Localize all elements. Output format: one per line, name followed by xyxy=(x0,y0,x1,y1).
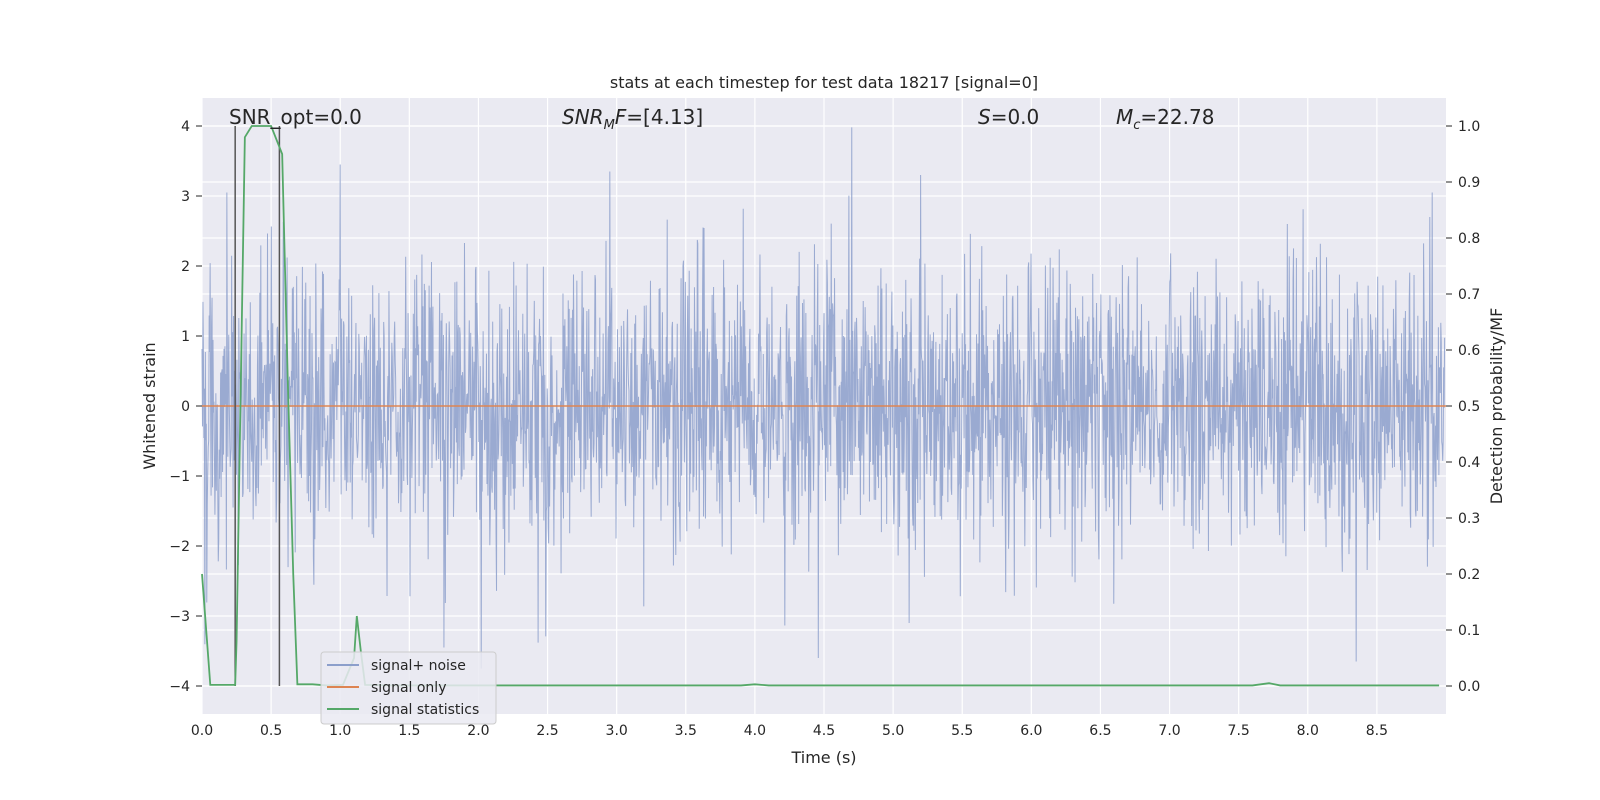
y-tick-label: −3 xyxy=(169,609,190,625)
annotation-s: S=0.0 xyxy=(978,105,1039,129)
legend-label-signal-noise: signal+ noise xyxy=(371,658,466,674)
x-tick-label: 0.0 xyxy=(191,723,213,739)
x-tick-label: 5.0 xyxy=(882,723,904,739)
x-tick-label: 0.5 xyxy=(260,723,282,739)
right-y-tick-label: 0.8 xyxy=(1458,231,1480,247)
mc-sub: c xyxy=(1133,118,1140,133)
right-y-tick-label: 0.6 xyxy=(1458,343,1480,359)
legend-label-signal-only: signal only xyxy=(371,680,446,696)
annotation-snr-mf: SNRMF=[4.13] xyxy=(562,105,703,133)
y-tick-label: 1 xyxy=(181,329,190,345)
x-tick-label: 1.5 xyxy=(398,723,420,739)
x-tick-label: 8.5 xyxy=(1366,723,1388,739)
y-tick-label: 3 xyxy=(181,189,190,205)
right-y-tick-label: 1.0 xyxy=(1458,119,1480,135)
chart: 0.0 0.5 1.0 1.5 2.0 2.5 3.0 3.5 4.0 4.5 5.0 5.5 6.0 6… xyxy=(0,0,1600,800)
right-y-tick-label: 0.5 xyxy=(1458,399,1480,415)
right-y-tick-label: 0.3 xyxy=(1458,511,1480,527)
right-y-tick-label: 0.4 xyxy=(1458,455,1480,471)
snr-mf-rest-italic: F xyxy=(615,105,627,129)
x-tick-label: 6.5 xyxy=(1089,723,1111,739)
legend-label-signal-statistics: signal statistics xyxy=(371,702,479,718)
right-y-tick-label: 0.1 xyxy=(1458,623,1480,639)
snr-mf-value: =[4.13] xyxy=(626,105,703,129)
x-tick-label: 4.5 xyxy=(813,723,835,739)
x-tick-label: 2.0 xyxy=(467,723,489,739)
right-y-tick-label: 0.7 xyxy=(1458,287,1480,303)
x-tick-label: 5.5 xyxy=(951,723,973,739)
s-label: S xyxy=(978,105,991,129)
x-tick-label: 8.0 xyxy=(1297,723,1319,739)
legend: signal+ noise signal only signal statist… xyxy=(321,652,496,724)
y-tick-label: 4 xyxy=(181,119,190,135)
mc-value: =22.78 xyxy=(1140,105,1214,129)
y-tick-label: −1 xyxy=(169,469,190,485)
right-y-tick-label: 0.2 xyxy=(1458,567,1480,583)
right-y-axis-title: Detection probability/MF xyxy=(1487,308,1506,505)
mc-label: M xyxy=(1116,105,1133,129)
x-tick-label: 7.0 xyxy=(1158,723,1180,739)
y-tick-label: 0 xyxy=(181,399,190,415)
x-tick-label: 3.0 xyxy=(606,723,628,739)
y-tick-label: 2 xyxy=(181,259,190,275)
right-y-tick-label: 0.0 xyxy=(1458,679,1480,695)
annotation-mc: Mc=22.78 xyxy=(1116,105,1214,133)
x-tick-label: 6.0 xyxy=(1020,723,1042,739)
x-axis-title: Time (s) xyxy=(790,748,856,767)
x-tick-label: 2.5 xyxy=(536,723,558,739)
annotation-snr-opt: SNR_opt=0.0 xyxy=(229,105,362,129)
y-tick-label: −2 xyxy=(169,539,190,555)
snr-mf-sub: M xyxy=(604,118,615,133)
chart-title: stats at each timestep for test data 182… xyxy=(610,73,1038,92)
s-value: =0.0 xyxy=(991,105,1040,129)
x-tick-label: 3.5 xyxy=(675,723,697,739)
snr-mf-label: SNR xyxy=(562,105,604,129)
right-y-tick-label: 0.9 xyxy=(1458,175,1480,191)
y-axis-title: Whitened strain xyxy=(140,342,159,469)
x-tick-label: 4.0 xyxy=(744,723,766,739)
y-tick-label: −4 xyxy=(169,679,190,695)
x-tick-label: 1.0 xyxy=(329,723,351,739)
x-tick-label: 7.5 xyxy=(1228,723,1250,739)
